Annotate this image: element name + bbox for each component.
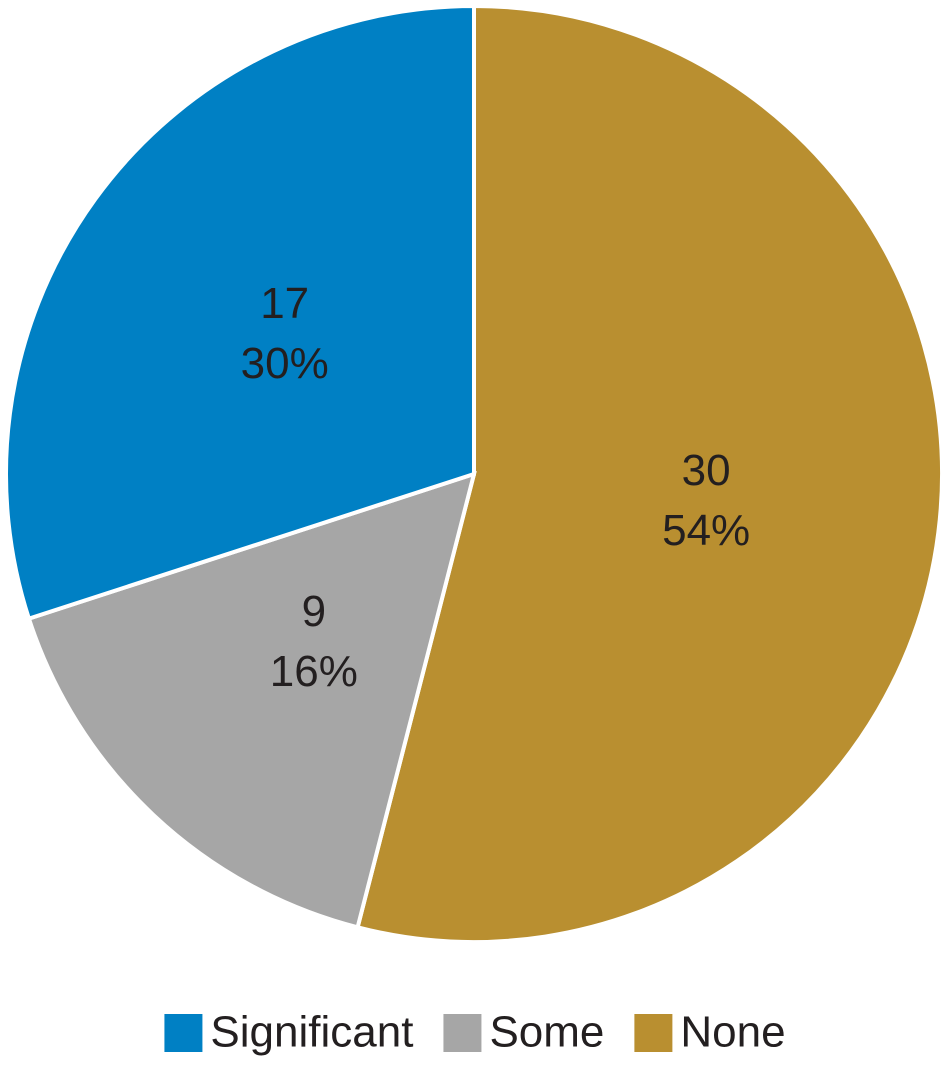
count-label: 30 (682, 446, 731, 495)
legend-swatch (443, 1014, 482, 1052)
pie-slice (355, 3, 944, 944)
legend-swatch (164, 1014, 203, 1052)
pie-slice (26, 470, 477, 930)
count-label: 17 (260, 279, 309, 328)
legend-label: Some (489, 1008, 604, 1057)
percent-label: 30% (241, 339, 329, 388)
legend-swatch (634, 1014, 673, 1052)
legend-label: Significant (210, 1008, 413, 1057)
count-label: 9 (302, 587, 326, 636)
legend-label: None (680, 1008, 785, 1057)
legend: Significant Some None (164, 1008, 786, 1057)
pie-slice (4, 3, 476, 622)
percent-label: 16% (270, 647, 358, 696)
percent-label: 54% (662, 506, 750, 555)
